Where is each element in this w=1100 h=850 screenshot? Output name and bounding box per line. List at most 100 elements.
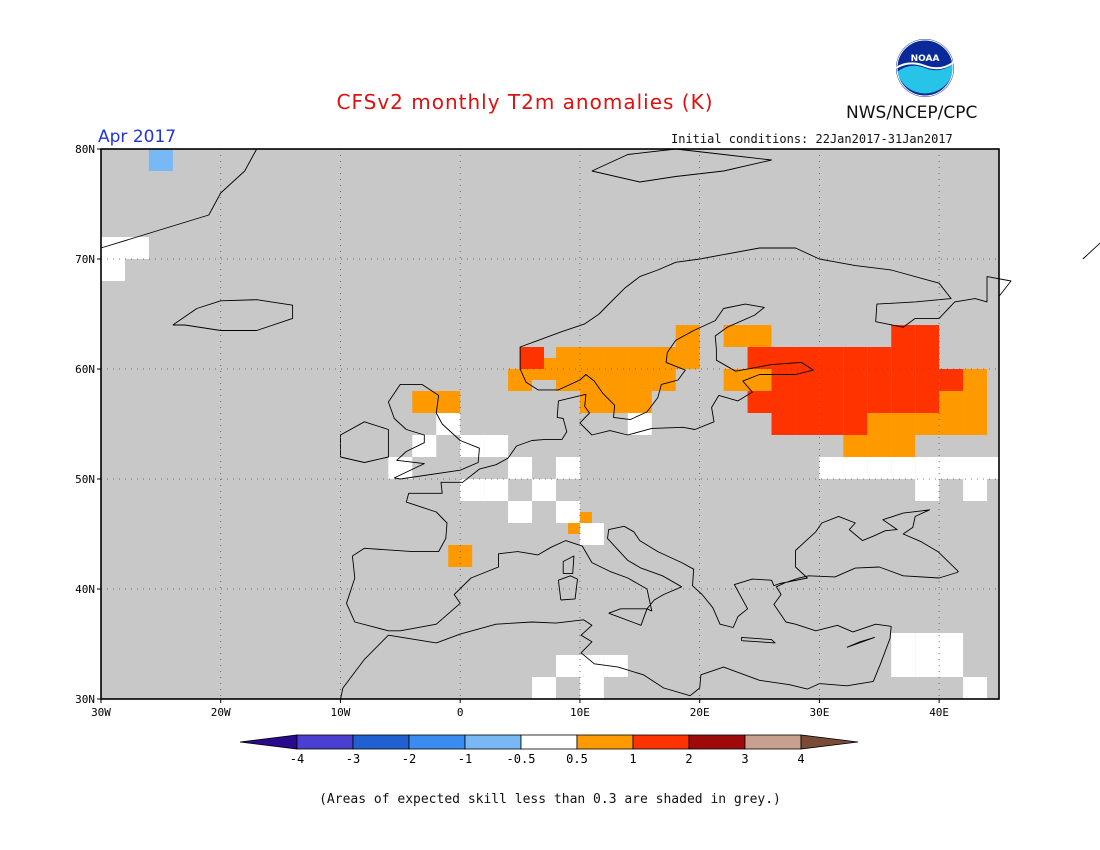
coastline [340,421,389,463]
lat-tick-label: 40N [75,583,95,596]
anomaly-cell-white [484,435,509,457]
anomaly-cell-red [795,413,820,435]
anomaly-cell-white [579,655,604,677]
anomaly-cell-white [460,435,485,457]
anomaly-cell-orange [603,347,628,369]
anomaly-cell-white [627,413,652,435]
anomaly-cell-white [388,457,413,479]
anomaly-cell-white [579,523,604,545]
colorbar-label: 4 [797,752,804,766]
lon-tick-label: 0 [457,706,464,719]
anomaly-cell-red [867,347,892,369]
anomaly-cell-white [939,633,964,655]
colorbar-label: -3 [346,752,360,766]
colorbar-segment [576,734,634,750]
anomaly-cell-white [532,677,556,699]
anomaly-cell-white [579,677,604,699]
lat-tick-label: 30N [75,693,95,706]
anomaly-cell-white [603,655,628,677]
anomaly-cell-orange [603,391,628,413]
colorbar-segment [352,734,410,750]
coastline [101,619,808,700]
skill-footnote: (Areas of expected skill less than 0.3 a… [319,792,781,807]
anomaly-cell-white [508,457,533,479]
anomaly-cell-white [555,457,580,479]
anomaly-cell-red [891,369,916,391]
anomaly-cell-orange [675,347,700,369]
anomaly-cell-orange [939,413,964,435]
colorbar-label: 3 [741,752,748,766]
lon-tick-label: 10W [331,706,351,719]
anomaly-cell-red [891,391,916,413]
anomaly-cell-orange [867,435,892,457]
lon-tick-label: 30W [91,706,111,719]
anomaly-cell-orange [747,325,772,347]
anomaly-cell-white [532,479,556,501]
anomaly-cell-white [412,435,437,457]
coastline [172,299,294,331]
lat-tick-label: 60N [75,363,95,376]
colorbar-segment [408,734,466,750]
anomaly-cell-orange [627,391,652,413]
lon-tick-label: 20E [690,706,710,719]
anomaly-cell-white [939,655,964,677]
anomaly-cell-orange [627,369,652,391]
lon-tick-label: 10E [570,706,590,719]
noaa-logo-icon: NOAA [895,39,955,97]
anomaly-cell-orange [723,325,748,347]
lon-tick-label: 30E [809,706,829,719]
anomaly-cell-white [915,633,940,655]
anomaly-cell-white [484,479,509,501]
noaa-logo-text: NOAA [911,54,940,64]
agency-label: NWS/NCEP/CPC [846,103,978,123]
anomaly-cell-red [843,369,868,391]
map-frame [100,148,1000,700]
colorbar-arrow-right [800,734,859,750]
anomaly-cell-white [915,655,940,677]
anomaly-cell-white [124,237,149,259]
colorbar-label: 1 [629,752,636,766]
colorbar-segment [296,734,354,750]
anomaly-cell-orange [448,545,473,567]
colorbar-segment [744,734,802,750]
anomaly-cell-orange [436,391,461,413]
anomaly-cell-red [843,347,868,369]
colorbar-segment [520,734,578,750]
colorbar-label: -0.5 [507,752,536,766]
anomaly-cell-white [867,457,892,479]
anomaly-cell-red [867,391,892,413]
anomaly-cell-orange [867,413,892,435]
anomaly-cell-red [520,347,545,369]
colorbar-label: -1 [458,752,472,766]
coastline [346,509,959,690]
page-title: CFSv2 monthly T2m anomalies (K) [336,90,714,114]
anomaly-cell-white [891,633,916,655]
coastline [846,636,875,648]
anomaly-cell-white [963,457,988,479]
anomaly-cell-orange [915,413,940,435]
anomaly-cell-red [795,347,820,369]
anomaly-cell-orange [603,369,628,391]
colorbar-segment [688,734,746,750]
anomaly-cell-red [795,391,820,413]
colorbar-label: 2 [685,752,692,766]
anomaly-cell-white [819,457,844,479]
coastline [608,608,648,626]
anomaly-cell-red [747,391,772,413]
coastline [591,148,772,183]
anomaly-cell-orange [579,347,604,369]
anomaly-cell-white [460,479,485,501]
anomaly-cell-red [819,347,844,369]
anomaly-cell-orange [891,435,916,457]
coastline [557,575,578,601]
anomaly-cell-orange [651,369,676,391]
forecast-month: Apr 2017 [98,127,177,147]
anomaly-cell-orange [412,391,437,413]
anomaly-cell-white [555,501,580,523]
anomaly-cell-red [915,347,940,369]
colorbar-label: -4 [290,752,304,766]
anomaly-cell-orange [963,413,988,435]
anomaly-cell-red [915,369,940,391]
anomaly-cell-orange [508,369,533,391]
anomaly-cell-white [891,655,916,677]
